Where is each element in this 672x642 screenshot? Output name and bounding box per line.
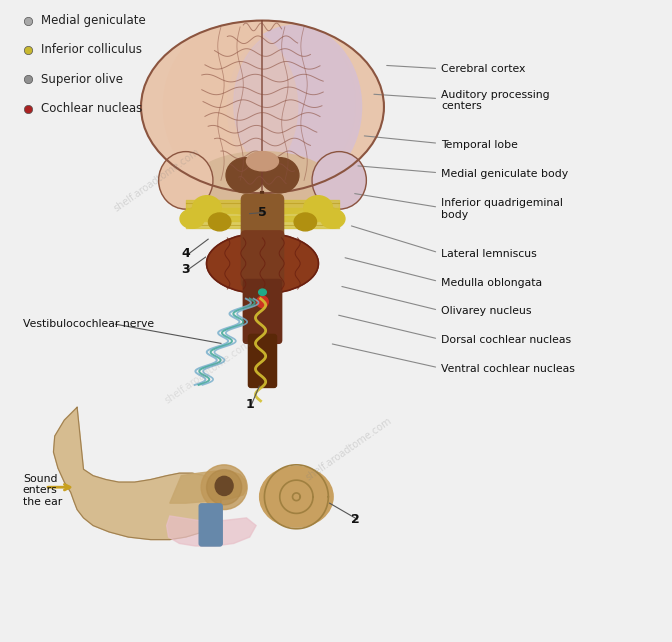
Text: Sound
enters
the ear: Sound enters the ear <box>23 474 62 507</box>
Text: 2: 2 <box>351 513 360 526</box>
FancyBboxPatch shape <box>241 231 284 286</box>
Ellipse shape <box>261 158 299 193</box>
Text: 5: 5 <box>258 206 267 219</box>
Text: shelf.aroadtome.com: shelf.aroadtome.com <box>163 338 253 406</box>
Ellipse shape <box>201 465 247 510</box>
Text: Vestibulocochlear nerve: Vestibulocochlear nerve <box>23 319 154 329</box>
Text: shelf.aroadtome.com: shelf.aroadtome.com <box>112 147 202 214</box>
Text: Auditory processing
centers: Auditory processing centers <box>442 90 550 111</box>
Ellipse shape <box>226 158 264 193</box>
Ellipse shape <box>163 26 298 188</box>
Text: Olivarey nucleus: Olivarey nucleus <box>442 306 532 317</box>
Ellipse shape <box>312 152 366 209</box>
Text: Inferior quadrigeminal
body: Inferior quadrigeminal body <box>442 198 563 220</box>
Text: Medial geniculate: Medial geniculate <box>41 14 145 27</box>
Ellipse shape <box>206 233 319 294</box>
Text: shelf.aroadtome.com: shelf.aroadtome.com <box>304 415 394 482</box>
Text: Medulla oblongata: Medulla oblongata <box>442 277 542 288</box>
Ellipse shape <box>206 469 242 505</box>
Polygon shape <box>167 516 256 546</box>
FancyBboxPatch shape <box>249 334 277 388</box>
Ellipse shape <box>259 467 333 527</box>
Text: Cerebral cortex: Cerebral cortex <box>442 64 526 73</box>
Ellipse shape <box>259 289 266 295</box>
Ellipse shape <box>192 152 333 216</box>
Text: Medial geniculate body: Medial geniculate body <box>442 169 569 179</box>
Ellipse shape <box>257 296 268 308</box>
Ellipse shape <box>321 209 345 229</box>
FancyBboxPatch shape <box>241 195 284 240</box>
Text: 3: 3 <box>181 263 190 276</box>
Ellipse shape <box>208 213 231 231</box>
FancyBboxPatch shape <box>199 504 222 546</box>
Text: Cochlear nucleas: Cochlear nucleas <box>41 102 142 116</box>
Ellipse shape <box>294 213 317 231</box>
Text: 4: 4 <box>181 247 190 261</box>
Ellipse shape <box>180 209 204 229</box>
Ellipse shape <box>159 152 213 209</box>
Text: Superior olive: Superior olive <box>41 73 123 86</box>
Ellipse shape <box>141 21 384 193</box>
Ellipse shape <box>247 152 278 171</box>
Text: Inferior colliculus: Inferior colliculus <box>41 44 142 56</box>
Ellipse shape <box>192 196 221 220</box>
Text: Lateral lemniscus: Lateral lemniscus <box>442 249 537 259</box>
Polygon shape <box>170 471 247 503</box>
Ellipse shape <box>255 203 270 214</box>
FancyBboxPatch shape <box>243 279 282 343</box>
Text: Temporal lobe: Temporal lobe <box>442 140 518 150</box>
Text: 1: 1 <box>245 397 254 411</box>
Ellipse shape <box>304 196 333 220</box>
Text: Dorsal cochlear nucleas: Dorsal cochlear nucleas <box>442 335 572 345</box>
Ellipse shape <box>215 476 233 496</box>
Ellipse shape <box>234 27 355 180</box>
Text: Ventral cochlear nucleas: Ventral cochlear nucleas <box>442 364 575 374</box>
Ellipse shape <box>227 26 362 188</box>
Polygon shape <box>54 407 221 540</box>
